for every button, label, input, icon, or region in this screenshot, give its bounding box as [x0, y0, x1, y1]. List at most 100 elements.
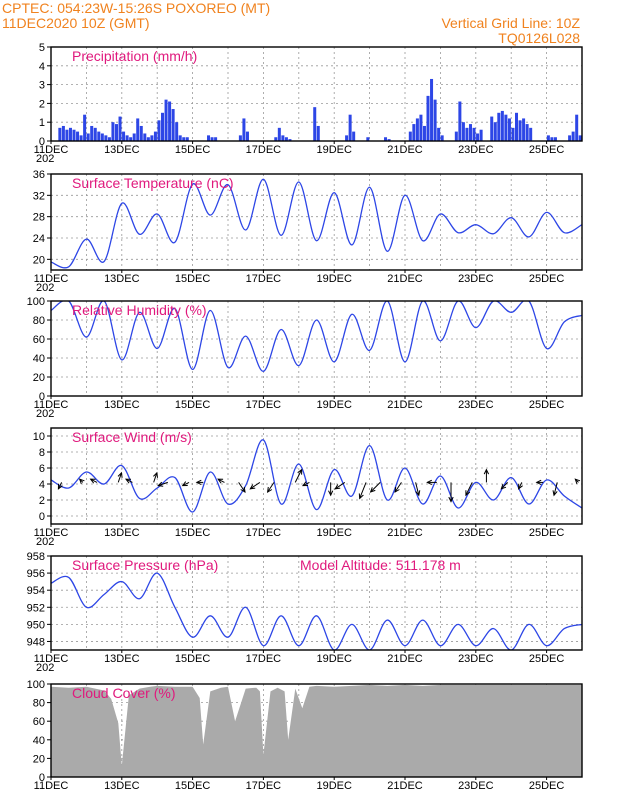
- precip-bar: [465, 127, 469, 141]
- precip-bar: [500, 110, 504, 141]
- wind-arrow: [238, 482, 246, 493]
- precip-bar: [143, 133, 147, 141]
- precip-bar: [454, 131, 458, 141]
- wind-arrow-head: [574, 478, 581, 485]
- precip-bar: [132, 133, 136, 141]
- x-tick-label: 13DEC: [104, 399, 140, 411]
- precip-bar: [245, 131, 249, 141]
- y-tick-label: 24: [33, 233, 45, 245]
- precip-bar: [97, 131, 101, 141]
- wind-arrow: [78, 478, 85, 485]
- precip-bar: [178, 135, 182, 141]
- wind-arrow: [181, 481, 190, 487]
- precip-bar: [568, 135, 572, 141]
- precip-bar: [242, 118, 246, 141]
- wind-arrow: [358, 482, 367, 500]
- y-tick-label: 0: [39, 772, 45, 784]
- y-tick-label: 3: [39, 80, 45, 92]
- wind-arrow-shaft: [249, 481, 261, 490]
- wind-arrow-head: [552, 490, 558, 497]
- x-tick-label: 11DEC: [34, 399, 69, 411]
- wind-arrow: [195, 479, 204, 486]
- precip-bar: [408, 131, 412, 141]
- precip-bar: [522, 118, 526, 141]
- panel-frame: [50, 46, 583, 142]
- wind-arrow: [117, 471, 123, 483]
- y-tick-label: 956: [27, 568, 45, 580]
- x-tick-label: 19DEC: [316, 273, 352, 285]
- wind-arrow: [552, 482, 558, 497]
- wind-arrow-head: [78, 478, 85, 485]
- wind-arrow-head: [217, 478, 224, 484]
- precip-bar: [313, 107, 317, 141]
- x-tick-label: 13DEC: [104, 653, 140, 665]
- x-tick-label: 17DEC: [246, 527, 282, 539]
- x-tick-label: 19DEC: [316, 780, 352, 792]
- y-tick-label: 40: [33, 735, 45, 747]
- wind-arrow-shaft: [57, 482, 63, 490]
- wind-arrow-head: [124, 478, 132, 484]
- panel-frame: [50, 683, 583, 778]
- wind-arrow: [465, 482, 473, 497]
- wind-arrow-head: [415, 490, 421, 497]
- precip-bar: [507, 118, 511, 141]
- x-tick-label: 11DEC: [34, 144, 69, 156]
- x-tick-label: 13DEC: [104, 780, 140, 792]
- precip-bar: [511, 127, 515, 141]
- wind-arrow-head: [369, 487, 376, 493]
- panel-frame: [50, 555, 583, 651]
- y-tick-label: 80: [33, 315, 45, 327]
- wind-arrow-shaft: [394, 482, 402, 493]
- x-tick-label: 17DEC: [246, 144, 282, 156]
- precip-bar: [65, 129, 69, 141]
- x-tick-label: 17DEC: [246, 273, 282, 285]
- panel-title: Precipitation (mm/h): [72, 48, 197, 64]
- precip-bar: [72, 129, 76, 141]
- panel-title: Cloud Cover (%): [72, 685, 175, 701]
- wind-arrow-shaft: [500, 482, 509, 490]
- y-tick-label: 952: [27, 602, 45, 614]
- precip-bar: [284, 137, 288, 141]
- panel-title: Surface Pressure (hPa): [72, 557, 218, 573]
- precip-bar: [493, 122, 497, 141]
- precip-bar: [281, 135, 285, 141]
- precip-bar: [274, 137, 278, 141]
- precip-bar: [150, 135, 154, 141]
- header-location: CPTEC: 054:23W-15:26S POXOREO (MT): [2, 0, 270, 16]
- wind-arrow: [574, 478, 581, 485]
- x-tick-label: 25DEC: [529, 653, 565, 665]
- x-tick-label: 25DEC: [529, 780, 565, 792]
- wind-arrow-shaft: [518, 482, 523, 490]
- precip-bar: [93, 127, 97, 141]
- wind-arrow-head: [465, 490, 471, 497]
- cloud-cover-area: [51, 684, 582, 777]
- precip-bar: [422, 125, 426, 141]
- x-tick-label: 13DEC: [104, 527, 140, 539]
- precip-bar: [83, 114, 87, 141]
- x-tick-label: 25DEC: [529, 527, 565, 539]
- y-tick-label: 28: [33, 212, 45, 224]
- x-tick-label: 15DEC: [175, 399, 211, 411]
- y-tick-label: 5: [39, 42, 45, 54]
- precip-bar: [168, 101, 172, 141]
- precip-bar: [366, 137, 370, 141]
- wind-arrow-shaft: [238, 482, 246, 493]
- precip-bar: [111, 122, 115, 141]
- precip-bar: [129, 137, 133, 141]
- precip-bar: [412, 124, 416, 141]
- wind-arrow-head: [266, 486, 273, 493]
- wind-arrow-head: [181, 481, 188, 487]
- x-tick-label: 21DEC: [387, 399, 423, 411]
- precip-bar: [384, 137, 388, 141]
- y-tick-label: 32: [33, 190, 45, 202]
- wind-line: [51, 439, 582, 513]
- precip-bar: [433, 99, 437, 141]
- wind-arrow: [266, 482, 275, 493]
- y-tick-label: 0: [39, 391, 45, 403]
- precip-bar: [348, 114, 352, 141]
- wind-arrow: [426, 479, 437, 486]
- precip-bar: [107, 137, 111, 141]
- precip-bar: [515, 112, 519, 141]
- x-year-label: 202: [36, 282, 54, 294]
